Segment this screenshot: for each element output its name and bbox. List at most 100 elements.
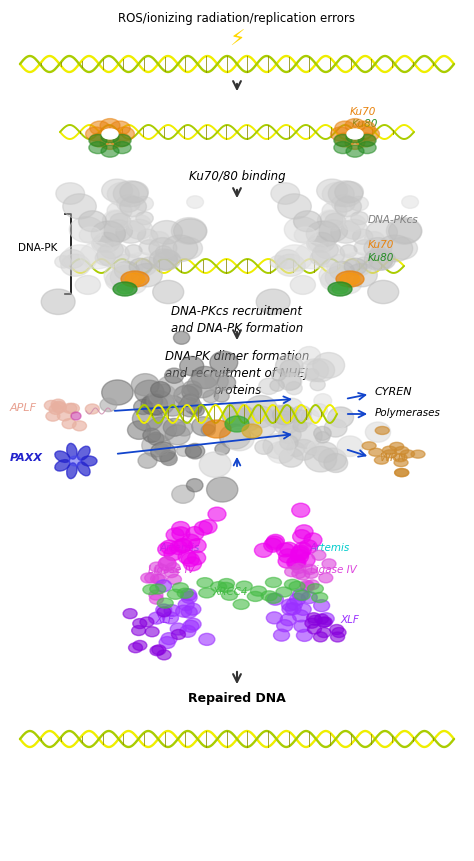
Ellipse shape: [157, 376, 184, 398]
Ellipse shape: [326, 412, 348, 430]
Ellipse shape: [263, 434, 294, 459]
Ellipse shape: [150, 646, 164, 656]
Ellipse shape: [185, 618, 201, 630]
Ellipse shape: [383, 447, 397, 455]
Ellipse shape: [67, 463, 77, 479]
Ellipse shape: [250, 586, 266, 597]
Text: APLF: APLF: [10, 403, 37, 412]
Ellipse shape: [264, 539, 282, 553]
Ellipse shape: [290, 276, 315, 295]
Ellipse shape: [377, 236, 413, 263]
Ellipse shape: [328, 182, 363, 208]
Ellipse shape: [273, 415, 299, 435]
Ellipse shape: [173, 332, 190, 345]
Ellipse shape: [308, 624, 321, 635]
Ellipse shape: [294, 227, 316, 244]
Ellipse shape: [91, 237, 113, 253]
Ellipse shape: [222, 404, 254, 430]
Ellipse shape: [113, 182, 148, 208]
Ellipse shape: [172, 486, 194, 504]
Ellipse shape: [65, 404, 80, 414]
Ellipse shape: [199, 520, 217, 534]
Ellipse shape: [300, 580, 314, 591]
Ellipse shape: [289, 582, 305, 592]
Ellipse shape: [101, 180, 133, 203]
Ellipse shape: [55, 257, 72, 269]
Ellipse shape: [278, 554, 296, 568]
Ellipse shape: [215, 443, 229, 455]
Ellipse shape: [67, 444, 77, 460]
Ellipse shape: [143, 429, 161, 443]
Ellipse shape: [365, 423, 391, 443]
Ellipse shape: [307, 584, 323, 594]
Ellipse shape: [368, 281, 399, 304]
Ellipse shape: [286, 443, 305, 457]
Ellipse shape: [166, 529, 184, 542]
Ellipse shape: [332, 628, 346, 638]
Ellipse shape: [180, 357, 204, 376]
Ellipse shape: [110, 266, 143, 290]
Ellipse shape: [134, 400, 153, 415]
Ellipse shape: [97, 244, 129, 268]
Ellipse shape: [305, 580, 319, 590]
Ellipse shape: [318, 613, 334, 625]
Ellipse shape: [266, 612, 283, 624]
Ellipse shape: [221, 591, 237, 601]
Ellipse shape: [295, 604, 311, 616]
Ellipse shape: [322, 559, 336, 569]
Ellipse shape: [170, 623, 186, 635]
Ellipse shape: [173, 583, 188, 593]
Ellipse shape: [102, 381, 133, 406]
Ellipse shape: [133, 619, 147, 629]
Ellipse shape: [335, 197, 362, 217]
Ellipse shape: [275, 356, 303, 377]
Ellipse shape: [308, 616, 322, 626]
Ellipse shape: [401, 450, 415, 458]
Ellipse shape: [297, 554, 315, 567]
Ellipse shape: [330, 632, 345, 642]
Ellipse shape: [69, 456, 81, 467]
Ellipse shape: [312, 593, 328, 603]
Ellipse shape: [312, 443, 338, 463]
Ellipse shape: [307, 613, 321, 623]
Ellipse shape: [173, 539, 191, 553]
Ellipse shape: [266, 535, 284, 548]
Ellipse shape: [277, 245, 312, 272]
Ellipse shape: [280, 361, 300, 376]
Ellipse shape: [390, 443, 404, 451]
Ellipse shape: [199, 588, 215, 598]
Ellipse shape: [120, 183, 148, 203]
Ellipse shape: [131, 375, 159, 396]
Ellipse shape: [56, 183, 84, 205]
Ellipse shape: [79, 212, 107, 232]
Ellipse shape: [100, 120, 120, 133]
Text: XLF: XLF: [155, 614, 174, 624]
Ellipse shape: [80, 243, 115, 269]
Ellipse shape: [401, 196, 419, 209]
Ellipse shape: [324, 419, 347, 437]
Ellipse shape: [163, 419, 185, 437]
Ellipse shape: [306, 222, 340, 247]
Ellipse shape: [150, 232, 169, 247]
Ellipse shape: [286, 382, 302, 395]
Ellipse shape: [395, 469, 409, 477]
Ellipse shape: [318, 211, 345, 232]
Ellipse shape: [273, 629, 290, 641]
Ellipse shape: [328, 282, 352, 297]
Ellipse shape: [149, 250, 178, 271]
Ellipse shape: [314, 600, 329, 612]
Ellipse shape: [155, 565, 168, 574]
Ellipse shape: [126, 253, 158, 277]
Ellipse shape: [374, 456, 388, 465]
Ellipse shape: [149, 562, 164, 573]
Ellipse shape: [325, 214, 346, 229]
Ellipse shape: [110, 214, 131, 229]
Ellipse shape: [105, 212, 128, 228]
Ellipse shape: [282, 399, 302, 415]
Ellipse shape: [340, 274, 360, 286]
Ellipse shape: [264, 406, 292, 428]
Ellipse shape: [52, 403, 66, 413]
Ellipse shape: [336, 272, 364, 288]
Ellipse shape: [52, 402, 66, 412]
Ellipse shape: [356, 257, 372, 269]
